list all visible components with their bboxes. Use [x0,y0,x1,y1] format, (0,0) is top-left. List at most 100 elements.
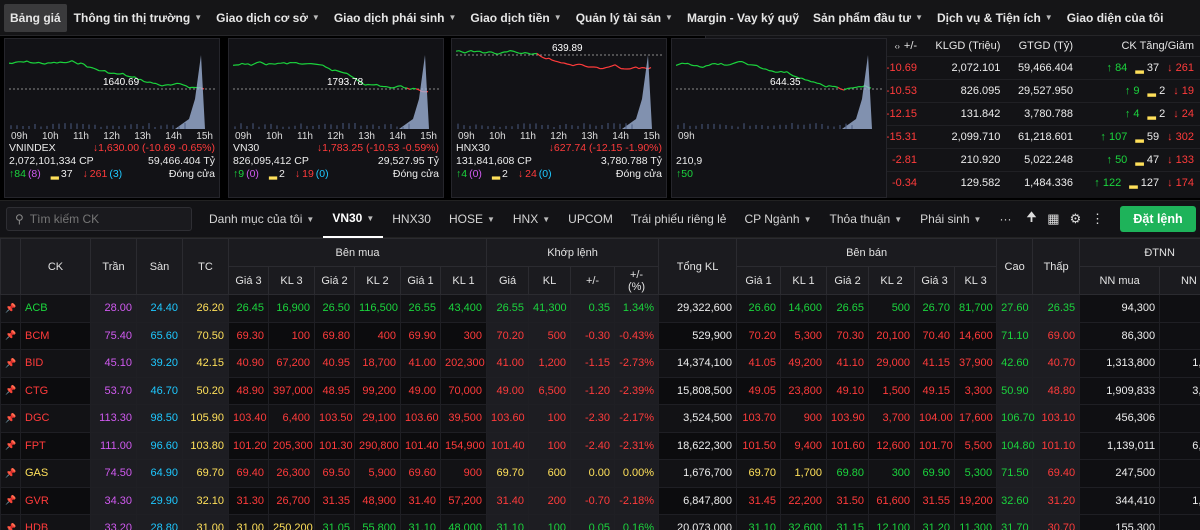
tab-5[interactable]: UPCOM [559,200,622,238]
stock-row[interactable]: 📌 FPT 111.00 96.60 103.80 101.20 205,300 101.30… [0,431,1200,460]
tab-1[interactable]: VN30 ▼ [323,200,384,238]
stock-row[interactable]: 📌 ACB 28.00 24.40 26.20 26.45 16,900 26.50 116,5… [0,294,1200,323]
bid-price[interactable]: 48.90 [228,376,269,405]
nav-item-4[interactable]: Giao dịch tiền ▼ [463,4,568,32]
stock-symbol[interactable]: BID [20,349,91,378]
bid-price[interactable]: 69.90 [400,321,441,350]
gear-icon[interactable]: ⚙ [1069,211,1082,226]
bid-price[interactable]: 101.20 [228,431,269,460]
nav-item-2[interactable]: Giao dịch cơ sở ▼ [209,4,327,32]
tab-2[interactable]: HNX30 [383,200,440,238]
pin-icon[interactable]: 📌 [0,376,21,405]
bid-price[interactable]: 48.95 [314,376,355,405]
stock-row[interactable]: 📌 DGC 113.30 98.50 105.90 103.40 6,400 103.50 29… [0,404,1200,433]
bid-price[interactable]: 69.60 [400,459,441,488]
bid-price[interactable]: 31.10 [400,514,441,530]
bid-price[interactable]: 31.00 [228,514,269,530]
bid-price[interactable]: 49.00 [400,376,441,405]
ask-price[interactable]: 31.55 [914,486,956,515]
index-chart-card[interactable]: 639.89 09h 10h 11h 12h 13h 14h 15h HNX30 ↓627.74(… [451,38,667,198]
ask-price[interactable]: 101.60 [826,431,870,460]
ask-price[interactable]: 31.10 [736,514,782,530]
nav-item-3[interactable]: Giao dịch phái sinh ▼ [327,4,464,32]
tab-6[interactable]: Trái phiếu riêng lẻ [622,200,736,238]
nav-item-5[interactable]: Quản lý tài sản ▼ [569,4,680,32]
bid-price[interactable]: 26.45 [228,294,269,323]
stock-symbol[interactable]: GAS [20,459,91,488]
stock-row[interactable]: 📌 GVR 34.30 29.90 32.10 31.30 26,700 31.35 48,90… [0,486,1200,515]
index-chart-card[interactable]: 1793.78 09h 10h 11h 12h 13h 14h 15h VN30 ↓1,783.2… [228,38,444,198]
bid-price[interactable]: 40.90 [228,349,269,378]
bid-price[interactable]: 26.55 [400,294,441,323]
bid-price[interactable]: 103.50 [314,404,355,433]
stock-symbol[interactable]: HDB [20,514,91,530]
index-chart-card[interactable]: 1640.69 09h 10h 11h 12h 13h 14h 15h VNINDEX ↓1,63… [4,38,220,198]
more-vertical-icon[interactable]: ⋮ [1090,211,1104,226]
ask-price[interactable]: 26.60 [736,294,782,323]
ask-price[interactable]: 70.40 [914,321,956,350]
ask-price[interactable]: 104.00 [914,404,956,433]
ask-price[interactable]: 69.70 [736,459,782,488]
ask-price[interactable]: 31.15 [826,514,870,530]
nav-item-7[interactable]: Sản phẩm đầu tư ▼ [806,4,930,32]
pin-icon[interactable]: 📌 [0,321,21,350]
ask-price[interactable]: 31.45 [736,486,782,515]
pin-icon[interactable]: 📌 [0,514,21,530]
tab-4[interactable]: HNX ▼ [504,200,559,238]
bid-price[interactable]: 69.80 [314,321,355,350]
tab-0[interactable]: Danh mục của tôi ▼ [200,200,323,238]
ask-price[interactable]: 49.15 [914,376,956,405]
stock-symbol[interactable]: GVR [20,486,91,515]
bid-price[interactable]: 31.35 [314,486,355,515]
stock-row[interactable]: 📌 HDB 33.20 28.80 31.00 31.00 250,200 31.05 55,8… [0,514,1200,530]
stock-symbol[interactable]: DGC [20,404,91,433]
tab-9[interactable]: Phái sinh ▼ [911,200,990,238]
stock-row[interactable]: 📌 GAS 74.50 64.90 69.70 69.40 26,300 69.50 5,900… [0,459,1200,488]
bid-price[interactable]: 31.30 [228,486,269,515]
ask-price[interactable]: 103.90 [826,404,870,433]
bid-price[interactable]: 101.40 [400,431,441,460]
bid-price[interactable]: 103.40 [228,404,269,433]
pin-icon[interactable]: 📌 [0,294,21,323]
ask-price[interactable]: 41.10 [826,349,870,378]
ask-price[interactable]: 101.70 [914,431,956,460]
stock-symbol[interactable]: BCM [20,321,91,350]
nav-item-8[interactable]: Dịch vụ & Tiện ích ▼ [930,4,1060,32]
stock-row[interactable]: 📌 BCM 75.40 65.60 70.50 69.30 100 69.80 400 69.90… [0,321,1200,350]
pin-icon[interactable]: 📌 [0,349,21,378]
nav-item-0[interactable]: Bảng giá [4,3,67,32]
ask-price[interactable]: 31.50 [826,486,870,515]
ask-price[interactable]: 69.90 [914,459,956,488]
stock-row[interactable]: 📌 CTG 53.70 46.70 50.20 48.90 397,000 48.95 99,2… [0,376,1200,405]
bid-price[interactable]: 41.00 [400,349,441,378]
ask-price[interactable]: 41.15 [914,349,956,378]
ask-price[interactable]: 49.05 [736,376,782,405]
ask-price[interactable]: 26.65 [826,294,870,323]
nav-item-6[interactable]: Margin - Vay ký quỹ [680,4,806,32]
excel-export-icon[interactable]: ▦ [1047,211,1060,226]
arrow-up-icon[interactable]: 🠉 [1026,209,1037,224]
ask-price[interactable]: 103.70 [736,404,782,433]
ask-price[interactable]: 49.10 [826,376,870,405]
ask-price[interactable]: 70.30 [826,321,870,350]
pin-icon[interactable]: 📌 [0,404,21,433]
bid-price[interactable]: 31.40 [400,486,441,515]
bid-price[interactable]: 31.05 [314,514,355,530]
bid-price[interactable]: 69.40 [228,459,269,488]
pin-icon[interactable]: 📌 [0,431,21,460]
stock-symbol[interactable]: ACB [20,294,91,323]
nav-item-9[interactable]: Giao diện của tôi [1060,4,1171,32]
bid-price[interactable]: 101.30 [314,431,355,460]
index-chart-card[interactable]: 644.35 09h 210,9 ↑50 [671,38,887,198]
tab-7[interactable]: CP Ngành ▼ [735,200,820,238]
stock-symbol[interactable]: FPT [20,431,91,460]
bid-price[interactable]: 26.50 [314,294,355,323]
tab-3[interactable]: HOSE ▼ [440,200,504,238]
ask-price[interactable]: 70.20 [736,321,782,350]
ask-price[interactable]: 26.70 [914,294,956,323]
stock-row[interactable]: 📌 BID 45.10 39.20 42.15 40.90 67,200 40.95 18,70… [0,349,1200,378]
stock-symbol[interactable]: CTG [20,376,91,405]
ask-price[interactable]: 31.20 [914,514,956,530]
search-box[interactable]: ⚲ [6,207,192,231]
ask-price[interactable]: 41.05 [736,349,782,378]
